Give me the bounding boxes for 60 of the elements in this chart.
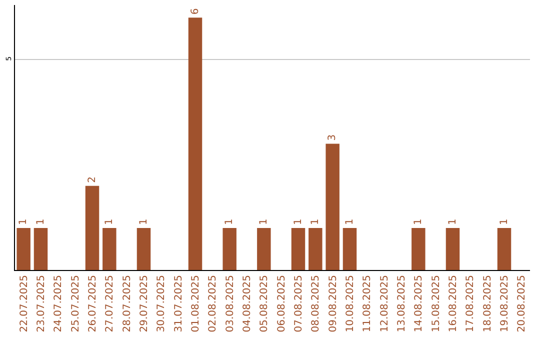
data-label: 2 [86,176,98,183]
data-label: 1 [18,218,30,225]
x-tick-label: 12.08.2025 [379,275,390,332]
data-label: 1 [104,218,115,225]
x-tick-label: 22.07.2025 [18,275,30,332]
bar [308,228,322,270]
bar [188,18,202,270]
x-tick-label: 01.08.2025 [190,275,202,332]
bar [497,228,512,270]
bar [342,228,357,270]
bar [446,228,460,270]
bar [16,228,30,270]
x-tick-label: 04.08.2025 [242,275,253,332]
bar [85,186,100,270]
data-label: 1 [35,218,46,225]
x-tick-label: 08.08.2025 [310,275,322,332]
data-label: 6 [190,8,201,15]
x-tick-label: 25.07.2025 [70,275,82,332]
data-label: 1 [224,218,236,225]
bar [102,228,116,270]
x-tick-label: 20.08.2025 [516,275,528,332]
x-tick-label: 27.07.2025 [104,275,116,332]
x-tick-label: 17.08.2025 [465,275,476,332]
x-tick-label: 16.08.2025 [448,275,459,332]
data-label: 1 [310,218,321,225]
data-label: 1 [498,218,510,225]
x-tick-label: 06.08.2025 [276,275,288,332]
x-tick-label: 24.07.2025 [53,275,64,332]
x-tick-label: 30.07.2025 [156,275,168,332]
x-tick-label: 09.08.2025 [328,275,339,332]
bar [257,228,271,270]
x-tick-label: 11.08.2025 [362,275,374,332]
x-tick-label: 03.08.2025 [224,275,236,332]
x-tick-label: 18.08.2025 [482,275,494,332]
bar [34,228,48,270]
x-tick-label: 07.08.2025 [294,275,304,332]
data-label: 1 [292,218,304,225]
bar [136,228,151,270]
bar [326,144,340,270]
x-tick-label: 26.07.2025 [88,275,98,332]
x-tick-label: 14.08.2025 [414,275,425,332]
data-label: 1 [447,218,458,225]
x-tick-label: 19.08.2025 [500,275,510,332]
x-tick-label: 29.07.2025 [139,275,150,332]
x-tick-label: 02.08.2025 [208,275,219,332]
bar [222,228,236,270]
data-label: 1 [138,218,150,225]
x-tick-label: 15.08.2025 [430,275,442,332]
x-tick-label: 05.08.2025 [259,275,270,332]
bar [412,228,426,270]
bar [291,228,306,270]
data-label: 1 [258,218,270,225]
x-tick-label: 13.08.2025 [396,275,408,332]
data-label: 1 [412,218,424,225]
data-label: 1 [344,218,356,225]
x-tick-label: 28.07.2025 [122,275,133,332]
data-label: 3 [327,134,338,141]
x-tick-label: 10.08.2025 [345,275,356,332]
x-tick-label: 23.07.2025 [36,275,47,332]
x-tick-label: 31.07.2025 [173,275,184,332]
